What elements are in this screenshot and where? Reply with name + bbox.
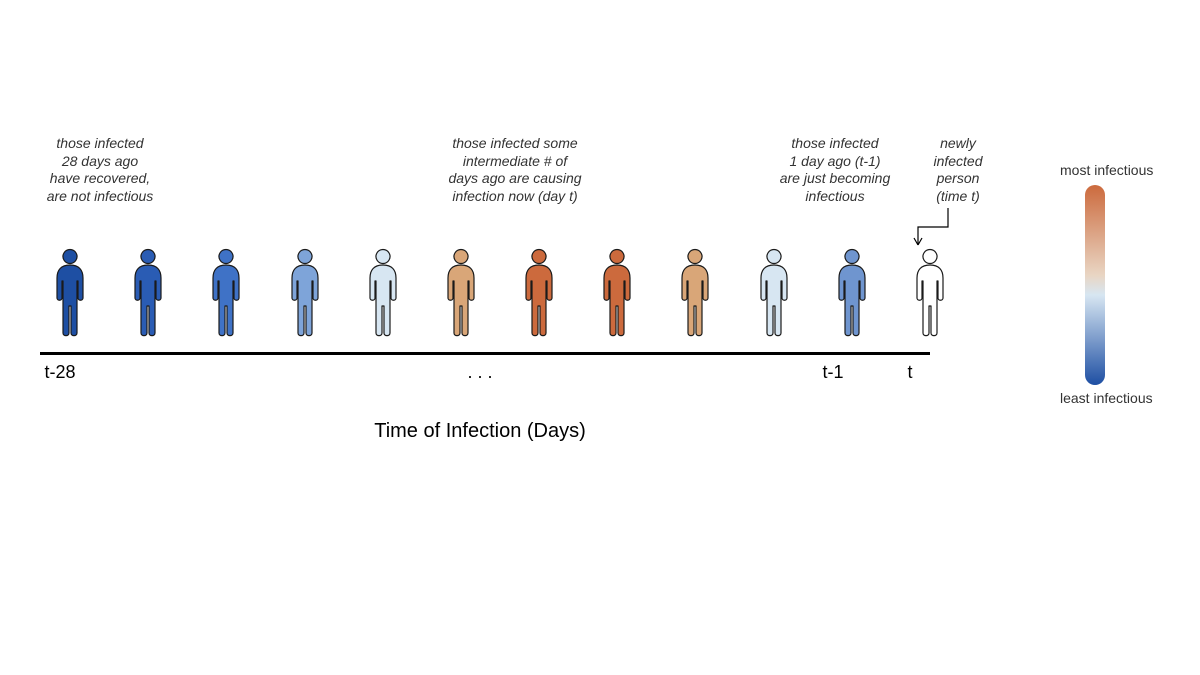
person-1: [118, 248, 178, 338]
axis-title: Time of Infection (Days): [330, 420, 630, 443]
person-timeline: [40, 248, 960, 338]
tick-t-1: t-1: [808, 362, 858, 383]
person-icon: [754, 248, 794, 338]
person-11: [900, 248, 960, 338]
person-4: [353, 248, 413, 338]
axis-line: [40, 352, 930, 355]
person-6: [509, 248, 569, 338]
person-icon: [441, 248, 481, 338]
tick-t-28: t-28: [30, 362, 90, 383]
person-10: [822, 248, 882, 338]
person-9: [744, 248, 804, 338]
person-icon: [206, 248, 246, 338]
person-icon: [285, 248, 325, 338]
legend-top-label: most infectious: [1060, 162, 1180, 178]
legend-bottom-label: least infectious: [1060, 390, 1180, 406]
person-icon: [363, 248, 403, 338]
person-icon: [50, 248, 90, 338]
person-icon: [910, 248, 950, 338]
person-5: [431, 248, 491, 338]
person-2: [196, 248, 256, 338]
tick-t: t: [895, 362, 925, 383]
annotation-newly: newly infected person (time t): [918, 135, 998, 205]
person-icon: [832, 248, 872, 338]
annotation-becoming: those infected 1 day ago (t-1) are just …: [760, 135, 910, 205]
person-0: [40, 248, 100, 338]
person-3: [275, 248, 335, 338]
person-icon: [128, 248, 168, 338]
person-icon: [519, 248, 559, 338]
tick-ellipsis: . . .: [440, 362, 520, 383]
legend-gradient-bar: [1085, 185, 1105, 385]
annotation-recovered: those infected 28 days ago have recovere…: [25, 135, 175, 205]
person-7: [587, 248, 647, 338]
person-8: [665, 248, 725, 338]
person-icon: [675, 248, 715, 338]
annotation-intermediate: those infected some intermediate # of da…: [420, 135, 610, 205]
person-icon: [597, 248, 637, 338]
